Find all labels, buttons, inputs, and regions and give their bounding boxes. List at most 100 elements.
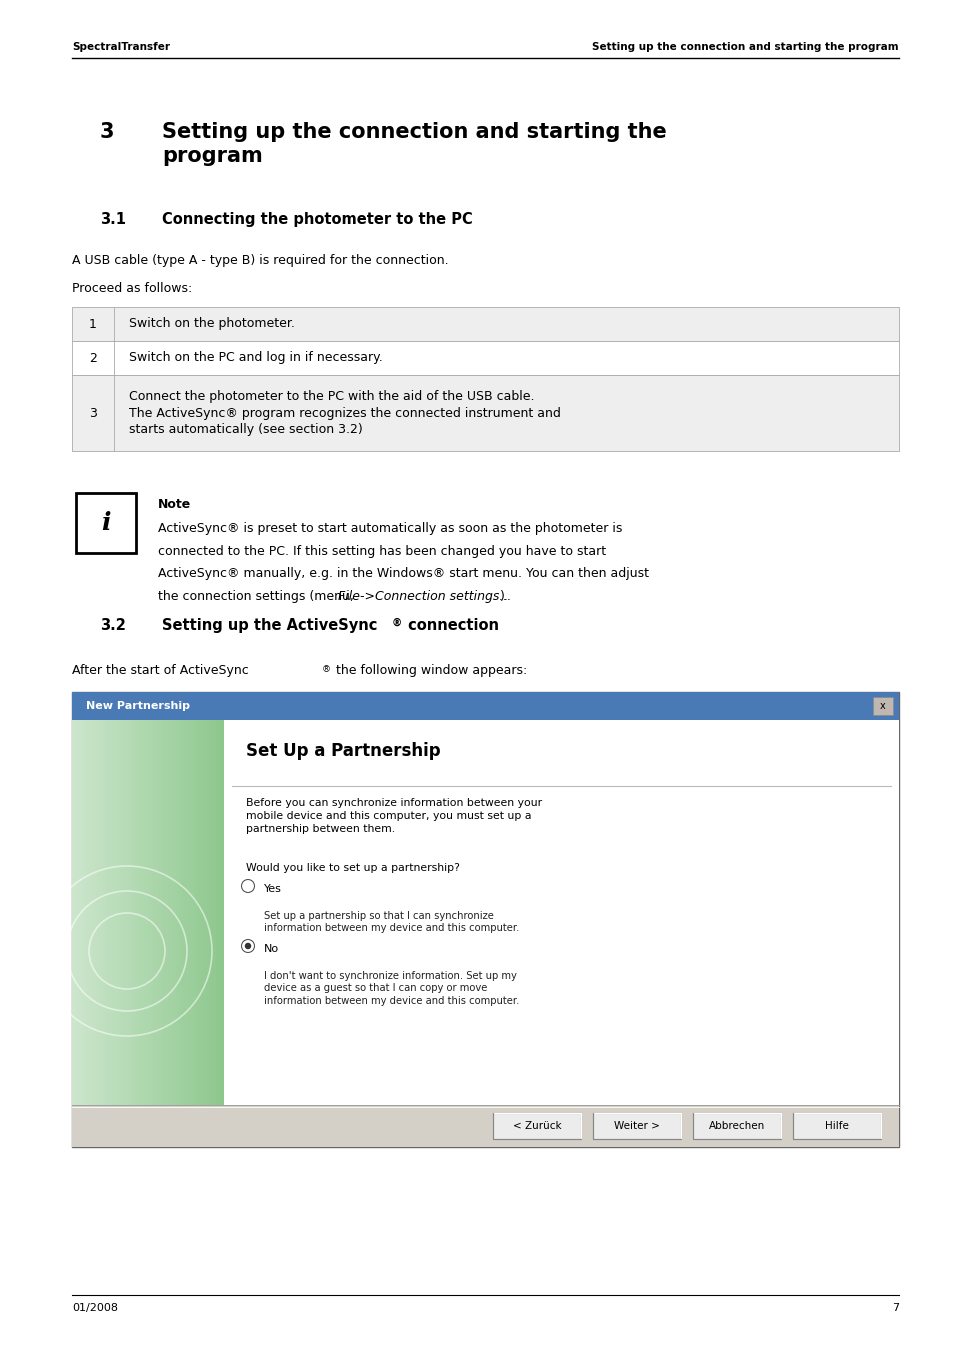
Text: ActiveSync® is preset to start automatically as soon as the photometer is: ActiveSync® is preset to start automatic… bbox=[158, 521, 621, 535]
Bar bbox=[224, 720, 898, 1105]
Bar bbox=[128, 720, 131, 1105]
Bar bbox=[201, 720, 204, 1105]
Text: Connecting the photometer to the PC: Connecting the photometer to the PC bbox=[162, 212, 473, 227]
Bar bbox=[166, 720, 168, 1105]
Text: 3: 3 bbox=[89, 407, 97, 420]
Bar bbox=[125, 720, 128, 1105]
Bar bbox=[71, 692, 898, 1147]
Bar bbox=[148, 720, 151, 1105]
Text: Setting up the connection and starting the
program: Setting up the connection and starting t… bbox=[162, 122, 666, 166]
Text: Set Up a Partnership: Set Up a Partnership bbox=[246, 742, 440, 761]
Text: x: x bbox=[880, 701, 885, 711]
Bar bbox=[163, 720, 166, 1105]
Text: 3.2: 3.2 bbox=[100, 617, 126, 634]
Bar bbox=[493, 1113, 580, 1139]
Bar bbox=[143, 720, 145, 1105]
Bar bbox=[102, 720, 105, 1105]
Bar bbox=[593, 1113, 680, 1139]
Text: connected to the PC. If this setting has been changed you have to start: connected to the PC. If this setting has… bbox=[158, 544, 605, 558]
Bar bbox=[74, 720, 77, 1105]
Bar bbox=[87, 720, 90, 1105]
Circle shape bbox=[245, 943, 251, 950]
Bar bbox=[71, 720, 74, 1105]
Bar bbox=[209, 720, 212, 1105]
Bar bbox=[692, 1113, 781, 1139]
Bar bbox=[85, 720, 87, 1105]
Text: the connection settings (menu,: the connection settings (menu, bbox=[158, 589, 357, 603]
Text: Before you can synchronize information between your
mobile device and this compu: Before you can synchronize information b… bbox=[246, 798, 541, 835]
Bar bbox=[145, 720, 148, 1105]
Text: Yes: Yes bbox=[264, 884, 281, 894]
Text: Note: Note bbox=[158, 499, 191, 511]
Bar bbox=[77, 720, 79, 1105]
Text: I don't want to synchronize information. Set up my
device as a guest so that I c: I don't want to synchronize information.… bbox=[264, 971, 518, 1005]
Bar bbox=[82, 720, 85, 1105]
Text: 2: 2 bbox=[89, 351, 97, 365]
Bar bbox=[196, 720, 198, 1105]
Text: New Partnership: New Partnership bbox=[86, 701, 190, 711]
Bar bbox=[212, 720, 213, 1105]
Bar bbox=[71, 376, 898, 451]
Bar bbox=[178, 720, 181, 1105]
Bar bbox=[94, 720, 97, 1105]
Circle shape bbox=[241, 880, 254, 893]
Bar bbox=[204, 720, 206, 1105]
Bar bbox=[155, 720, 158, 1105]
Text: i: i bbox=[101, 511, 111, 535]
Bar bbox=[173, 720, 175, 1105]
Bar bbox=[218, 720, 221, 1105]
Bar bbox=[151, 720, 152, 1105]
Bar bbox=[76, 493, 136, 553]
Text: Abbrechen: Abbrechen bbox=[708, 1121, 764, 1131]
Bar bbox=[120, 720, 123, 1105]
Bar bbox=[97, 720, 100, 1105]
Bar bbox=[140, 720, 143, 1105]
Circle shape bbox=[241, 939, 254, 952]
Bar bbox=[110, 720, 112, 1105]
Text: SpectralTransfer: SpectralTransfer bbox=[71, 42, 170, 51]
Text: Would you like to set up a partnership?: Would you like to set up a partnership? bbox=[246, 863, 459, 873]
Bar bbox=[132, 720, 135, 1105]
Text: Weiter >: Weiter > bbox=[614, 1121, 659, 1131]
Text: ActiveSync® manually, e.g. in the Windows® start menu. You can then adjust: ActiveSync® manually, e.g. in the Window… bbox=[158, 567, 648, 580]
Text: ®: ® bbox=[392, 617, 402, 628]
Text: 3.1: 3.1 bbox=[100, 212, 126, 227]
Text: < Zurück: < Zurück bbox=[512, 1121, 560, 1131]
Text: the following window appears:: the following window appears: bbox=[332, 663, 527, 677]
Text: File->Connection settings...: File->Connection settings... bbox=[337, 589, 511, 603]
Bar bbox=[71, 1105, 898, 1147]
Text: Connect the photometer to the PC with the aid of the USB cable.
The ActiveSync® : Connect the photometer to the PC with th… bbox=[129, 390, 560, 436]
Text: ®: ® bbox=[322, 665, 331, 674]
Bar bbox=[168, 720, 171, 1105]
Text: Proceed as follows:: Proceed as follows: bbox=[71, 282, 193, 295]
Bar bbox=[92, 720, 94, 1105]
Bar bbox=[189, 720, 191, 1105]
Text: 01/2008: 01/2008 bbox=[71, 1302, 118, 1313]
Bar bbox=[792, 1113, 880, 1139]
Bar bbox=[71, 692, 898, 720]
Bar bbox=[112, 720, 115, 1105]
Bar bbox=[71, 307, 898, 340]
Text: Switch on the PC and log in if necessary.: Switch on the PC and log in if necessary… bbox=[129, 351, 382, 365]
Bar bbox=[181, 720, 183, 1105]
Text: Hilfe: Hilfe bbox=[824, 1121, 848, 1131]
Bar bbox=[71, 340, 898, 376]
Bar bbox=[175, 720, 178, 1105]
Bar bbox=[135, 720, 138, 1105]
Text: Switch on the photometer.: Switch on the photometer. bbox=[129, 317, 294, 331]
Bar bbox=[186, 720, 189, 1105]
Text: 3: 3 bbox=[100, 122, 114, 142]
Text: 7: 7 bbox=[891, 1302, 898, 1313]
Bar bbox=[152, 720, 155, 1105]
Text: ).: ). bbox=[499, 589, 509, 603]
Bar bbox=[183, 720, 186, 1105]
Bar bbox=[221, 720, 224, 1105]
Text: 1: 1 bbox=[89, 317, 97, 331]
Text: connection: connection bbox=[402, 617, 498, 634]
Bar bbox=[872, 697, 892, 715]
Text: Setting up the connection and starting the program: Setting up the connection and starting t… bbox=[592, 42, 898, 51]
Bar bbox=[123, 720, 125, 1105]
Bar bbox=[138, 720, 140, 1105]
Bar bbox=[105, 720, 108, 1105]
Bar bbox=[79, 720, 82, 1105]
